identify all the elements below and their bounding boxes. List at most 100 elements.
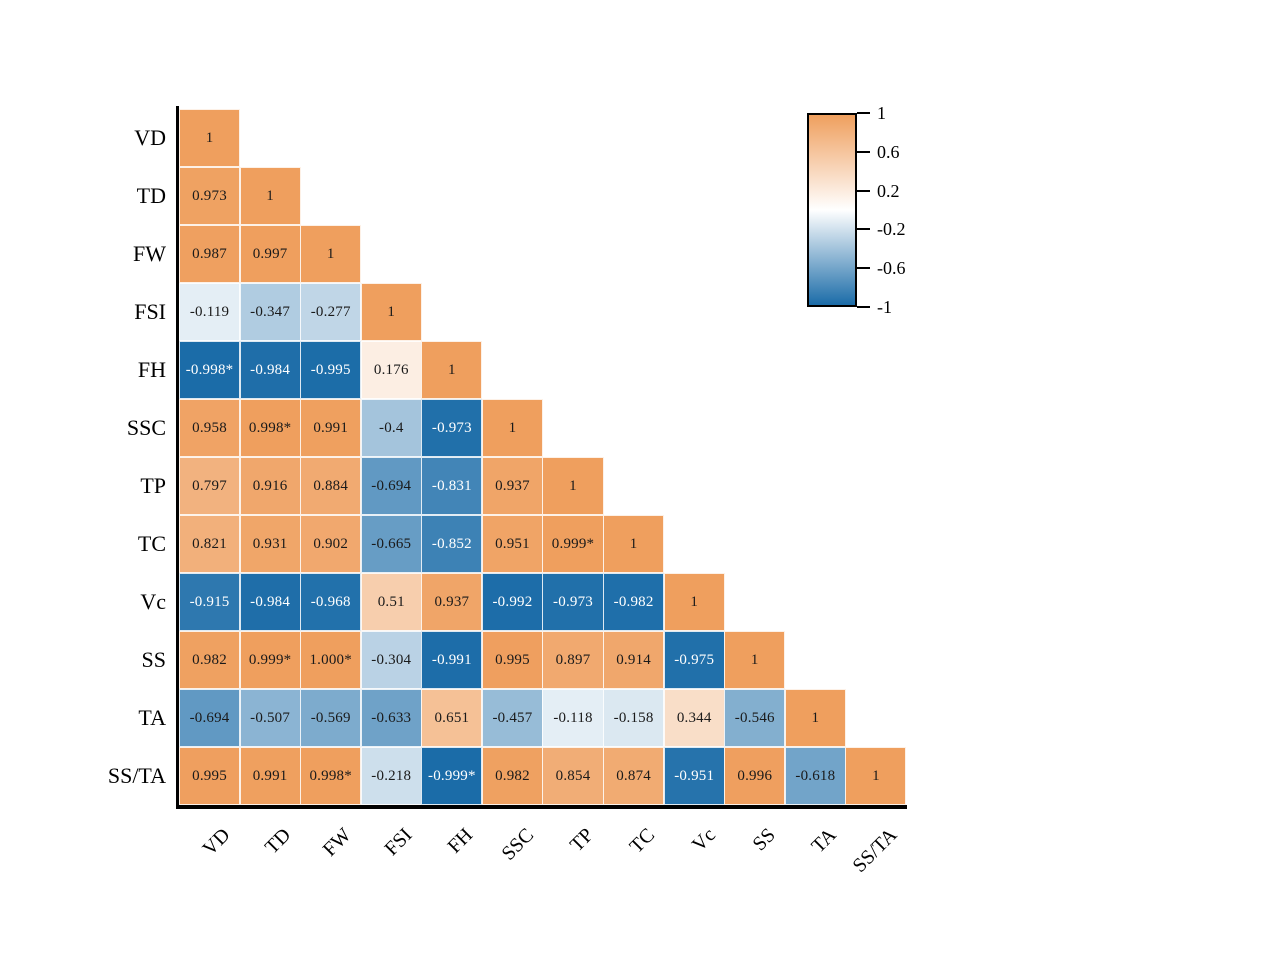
- colorbar-tick-1: [857, 112, 870, 114]
- cell-tp-vd: 0.797: [179, 457, 241, 515]
- y-axis-line: [176, 106, 179, 809]
- colorbar-tick--0-6: [857, 267, 870, 270]
- cell-tc-fh: -0.852: [421, 515, 483, 573]
- y-label-vc: Vc: [140, 589, 166, 614]
- cell-ssc-fsi: -0.4: [360, 399, 422, 457]
- colorbar-tick-0-2: [857, 189, 870, 192]
- colorbar-tick-0-6: [857, 150, 870, 153]
- cell-ta-tc: -0.158: [603, 689, 665, 747]
- cell-vc-td: -0.984: [239, 573, 301, 631]
- cell-ssc-ssc: 1: [481, 399, 543, 457]
- cell-ss-ta-fw: 0.998*: [300, 747, 362, 805]
- cell-fw-vd: 0.987: [179, 225, 241, 283]
- cell-tp-fh: -0.831: [421, 457, 483, 515]
- x-label-ss-ta: SS/TA: [848, 824, 902, 877]
- x-label-td: TD: [261, 824, 296, 859]
- y-label-ss-ta: SS/TA: [107, 763, 166, 788]
- cell-fw-fw: 1: [300, 225, 362, 283]
- x-label-vd: VD: [198, 824, 235, 860]
- x-label-fw: FW: [319, 824, 357, 861]
- cell-ta-fh: 0.651: [421, 689, 483, 747]
- cell-ss-ta-fh: -0.999*: [421, 747, 483, 805]
- cell-td-td: 1: [239, 167, 301, 225]
- cell-fh-td: -0.984: [239, 341, 301, 399]
- cell-vc-fh: 0.937: [421, 573, 483, 631]
- cell-vc-tc: -0.982: [603, 573, 665, 631]
- colorbar: 1 0.6 0.2 -0.2 -0.6 -1: [807, 103, 937, 323]
- cell-td-vd: 0.973: [179, 167, 241, 225]
- cell-vc-fw: -0.968: [300, 573, 362, 631]
- colorbar-tick-label-0-2: 0.2: [877, 180, 900, 201]
- cell-tp-tp: 1: [542, 457, 604, 515]
- x-label-tp: TP: [566, 824, 599, 857]
- colorbar-tick-label--1: -1: [877, 297, 892, 317]
- cell-vc-fsi: 0.51: [360, 573, 422, 631]
- cell-fsi-td: -0.347: [239, 283, 301, 341]
- x-label-fh: FH: [443, 824, 478, 858]
- cell-ss-ta-vd: 0.995: [179, 747, 241, 805]
- cell-ta-ta: 1: [784, 689, 846, 747]
- cell-ss-ta-vc: -0.951: [663, 747, 725, 805]
- cell-ta-vd: -0.694: [179, 689, 241, 747]
- cell-ta-fsi: -0.633: [360, 689, 422, 747]
- colorbar-tick-label-1: 1: [877, 103, 886, 123]
- cell-fh-fh: 1: [421, 341, 483, 399]
- cell-tc-fw: 0.902: [300, 515, 362, 573]
- cell-vc-tp: -0.973: [542, 573, 604, 631]
- cell-ssc-td: 0.998*: [239, 399, 301, 457]
- cell-ss-ta-tc: 0.874: [603, 747, 665, 805]
- x-label-ssc: SSC: [497, 824, 538, 865]
- y-label-tp: TP: [140, 473, 166, 498]
- colorbar-tick-label--0-2: -0.2: [877, 219, 906, 240]
- cell-ssc-fh: -0.973: [421, 399, 483, 457]
- cell-ss-tc: 0.914: [603, 631, 665, 689]
- y-label-tc: TC: [137, 531, 166, 556]
- y-label-fsi: FSI: [134, 299, 166, 324]
- x-label-vc: Vc: [687, 824, 720, 857]
- cell-ss-ta-ssc: 0.982: [481, 747, 543, 805]
- cell-vc-vd: -0.915: [179, 573, 241, 631]
- cell-ta-fw: -0.569: [300, 689, 362, 747]
- colorbar-tick-label-0-6: 0.6: [877, 141, 900, 162]
- cell-ta-td: -0.507: [239, 689, 301, 747]
- y-label-td: TD: [136, 183, 166, 208]
- cell-vc-ssc: -0.992: [481, 573, 543, 631]
- cell-ss-ta-tp: 0.854: [542, 747, 604, 805]
- y-label-vd: VD: [134, 125, 166, 150]
- colorbar-gradient: [807, 113, 857, 307]
- y-label-ta: TA: [138, 705, 166, 730]
- cell-ta-ssc: -0.457: [481, 689, 543, 747]
- cell-vc-vc: 1: [663, 573, 725, 631]
- cell-tc-vd: 0.821: [179, 515, 241, 573]
- cell-tc-ssc: 0.951: [481, 515, 543, 573]
- cell-vd-vd: 1: [179, 109, 241, 167]
- x-label-tc: TC: [625, 824, 659, 858]
- cell-tc-tc: 1: [603, 515, 665, 573]
- y-label-fw: FW: [133, 241, 166, 266]
- cell-fh-fw: -0.995: [300, 341, 362, 399]
- cell-ss-ssc: 0.995: [481, 631, 543, 689]
- cell-ss-td: 0.999*: [239, 631, 301, 689]
- cell-ss-fw: 1.000*: [300, 631, 362, 689]
- cell-ss-ta-ta: -0.618: [784, 747, 846, 805]
- x-axis-line: [176, 805, 907, 809]
- y-label-fh: FH: [137, 357, 166, 382]
- cell-ta-tp: -0.118: [542, 689, 604, 747]
- cell-tp-td: 0.916: [239, 457, 301, 515]
- cell-ss-vc: -0.975: [663, 631, 725, 689]
- colorbar-tick--1: [857, 306, 870, 308]
- cell-ssc-fw: 0.991: [300, 399, 362, 457]
- cell-fw-td: 0.997: [239, 225, 301, 283]
- cell-ss-ta-fsi: -0.218: [360, 747, 422, 805]
- cell-ssc-vd: 0.958: [179, 399, 241, 457]
- colorbar-tick--0-2: [857, 228, 870, 231]
- cell-tc-fsi: -0.665: [360, 515, 422, 573]
- cell-fsi-fsi: 1: [360, 283, 422, 341]
- cell-fh-vd: -0.998*: [179, 341, 241, 399]
- colorbar-tick-label--0-6: -0.6: [877, 258, 906, 279]
- cell-tp-fsi: -0.694: [360, 457, 422, 515]
- x-label-ss: SS: [748, 824, 781, 856]
- cell-ta-vc: 0.344: [663, 689, 725, 747]
- cell-fsi-vd: -0.119: [179, 283, 241, 341]
